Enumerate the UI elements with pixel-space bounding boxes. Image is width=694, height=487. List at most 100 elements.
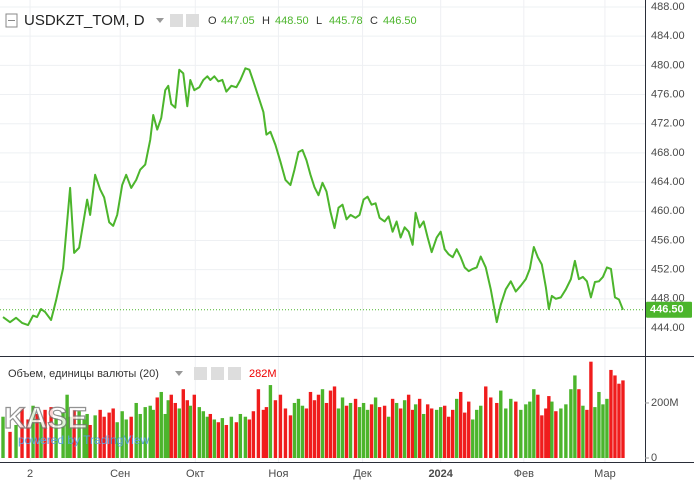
volume-bar [413, 404, 418, 459]
x-tick-label: Фев [514, 468, 534, 480]
volume-bar [102, 416, 106, 459]
volume-bar [365, 409, 370, 459]
watermark-text: powered by TradingView [18, 433, 150, 447]
volume-bar [353, 398, 358, 459]
volume-bar [20, 408, 24, 459]
volume-bar [72, 409, 76, 459]
volume-bar [377, 407, 382, 459]
volume-bar [479, 405, 483, 459]
dropdown-arrow[interactable] [175, 371, 183, 376]
volume-bar [609, 369, 613, 459]
volume-bar [564, 404, 568, 459]
y-tick-label: 452.00 [651, 264, 685, 276]
volume-bar [320, 389, 325, 459]
volume-bar [201, 411, 206, 459]
collapse-icon[interactable] [5, 13, 18, 28]
volume-bar [536, 394, 540, 459]
volume-bar [31, 405, 35, 459]
volume-bar [192, 394, 197, 459]
volume-bar [550, 401, 554, 459]
volume-bar [442, 405, 447, 459]
volume-bar [120, 411, 124, 459]
volume-bar [573, 375, 577, 459]
volume-bar [143, 407, 147, 459]
eye-icon[interactable] [170, 14, 183, 27]
volume-bar [26, 419, 30, 459]
y-tick-label: 488.00 [651, 1, 685, 13]
volume-bar [425, 404, 430, 459]
x-tick-label: Ноя [268, 468, 288, 480]
y-tick-label: 472.00 [651, 118, 685, 130]
volume-bar [463, 412, 467, 459]
volume-bar [138, 413, 142, 459]
ohlc-value: 447.05 [221, 15, 255, 27]
y2-tick-label: 200M [651, 397, 679, 409]
volume-bar [332, 386, 337, 459]
volume-bar [220, 418, 225, 459]
volume-bar [159, 391, 163, 459]
volume-bar [288, 415, 293, 459]
volume-bar [49, 407, 53, 459]
volume-bar [540, 415, 544, 459]
volume-bar [208, 413, 213, 459]
settings-icon[interactable] [186, 14, 199, 27]
volume-bar [581, 405, 585, 459]
volume-bar [68, 416, 72, 459]
volume-bar [273, 400, 278, 459]
volume-bar [216, 422, 221, 459]
volume-bar [621, 380, 625, 459]
volume-bar [316, 394, 321, 459]
volume-bar [115, 422, 119, 459]
settings-icon[interactable] [211, 367, 224, 380]
volume-bar [264, 407, 269, 459]
ohlc-label: L [316, 15, 322, 27]
volume-bar [597, 391, 601, 459]
volume-bar [148, 405, 152, 459]
y-tick-label: 444.00 [651, 322, 685, 334]
volume-bar [304, 408, 309, 459]
volume-bar [292, 402, 297, 459]
volume-bar [300, 405, 305, 459]
volume-bar [471, 419, 475, 459]
volume-bar [82, 419, 86, 459]
volume-bar [169, 394, 173, 459]
remove-icon[interactable] [228, 367, 241, 380]
volume-bar [308, 391, 313, 459]
eye-icon[interactable] [194, 367, 207, 380]
volume-bars [1, 361, 625, 459]
volume-bar [166, 400, 170, 459]
last-price-label: 446.50 [650, 304, 684, 316]
volume-bar [224, 424, 229, 459]
volume-bar [14, 424, 18, 459]
volume-bar [336, 408, 341, 459]
volume-bar [569, 389, 573, 459]
volume-bar [532, 389, 536, 459]
volume-bar [544, 408, 548, 459]
x-tick-label: Дек [353, 468, 372, 480]
volume-bar [504, 408, 508, 459]
volume-bar [344, 405, 349, 459]
volume-bar [251, 411, 256, 459]
watermark-logo: KASE [4, 402, 87, 435]
ohlc-label: H [262, 15, 270, 27]
volume-bar [554, 411, 558, 459]
volume-bar [369, 404, 374, 459]
dropdown-arrow[interactable] [156, 18, 164, 23]
y-tick-label: 480.00 [651, 59, 685, 71]
ohlc-legend: O 447.05 H 448.50 L 445.78 C 446.50 [208, 15, 417, 27]
volume-bar [283, 408, 288, 459]
volume-bar [613, 375, 617, 459]
volume-bar [43, 409, 47, 459]
y-tick-label: 464.00 [651, 176, 685, 188]
volume-last: 282M [249, 368, 277, 380]
volume-bar [324, 402, 329, 459]
x-tick-label: Окт [186, 468, 205, 480]
volume-bar [181, 389, 185, 459]
ohlc-value: 446.50 [383, 15, 417, 27]
x-tick-label: Сен [110, 468, 130, 480]
price-plot [0, 67, 645, 327]
volume-bar [402, 400, 407, 459]
y-tick-label: 448.00 [651, 293, 685, 305]
volume-bar [205, 416, 210, 459]
